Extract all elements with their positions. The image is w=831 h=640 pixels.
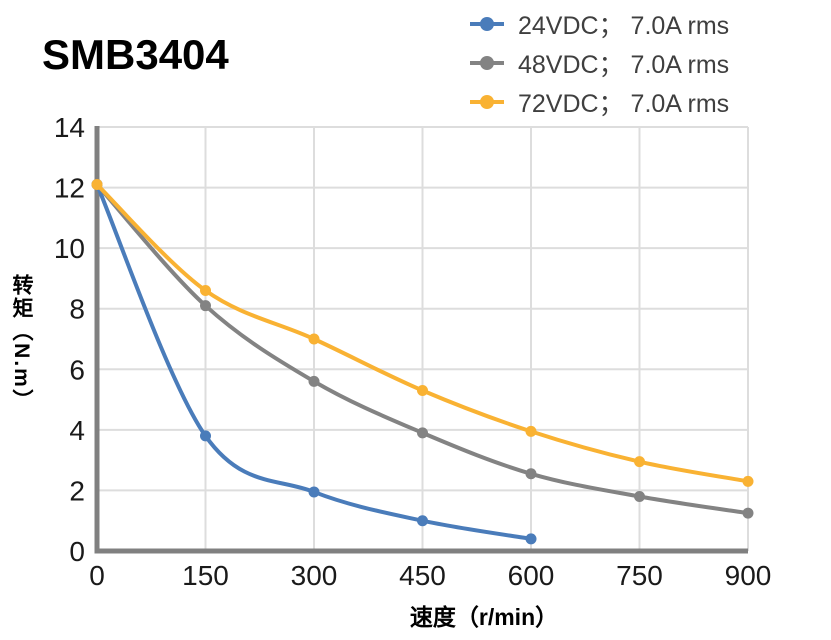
y-tick-label: 4 (69, 415, 85, 446)
legend-item-48vdc: 48VDC； 7.0A rms (470, 43, 820, 82)
chart-legend: 24VDC； 7.0A rms 48VDC； 7.0A rms 72VDC； 7… (470, 4, 820, 121)
x-tick-label: 150 (182, 560, 229, 591)
y-tick-label: 8 (69, 294, 85, 325)
axes (94, 126, 748, 554)
data-point-marker (525, 468, 537, 480)
data-point-marker (742, 475, 754, 487)
data-point-marker (308, 375, 320, 387)
x-axis-title: 速度（r/min） (409, 604, 559, 630)
x-tick-label: 450 (399, 560, 446, 591)
y-tick-label: 2 (69, 475, 85, 506)
legend-marker-icon (470, 94, 504, 109)
series-line (95, 182, 533, 541)
y-tick-label: 14 (54, 112, 85, 143)
data-point-marker (200, 285, 211, 297)
series-2 (91, 179, 754, 487)
data-point-marker (417, 384, 428, 396)
data-point-marker (634, 456, 645, 468)
data-point-marker (200, 300, 211, 312)
data-point-marker (308, 486, 320, 498)
legend-label: 24VDC； 7.0A rms (518, 11, 730, 40)
legend-label: 72VDC； 7.0A rms (518, 89, 730, 118)
x-tick-label: 900 (725, 560, 772, 591)
data-point-marker (91, 179, 103, 191)
tick-labels: 0 150 300 450 600 750 900 0 2 4 6 8 10 12 14 (54, 112, 772, 591)
data-point-marker (742, 507, 754, 519)
data-point-marker (525, 533, 537, 545)
x-tick-label: 0 (89, 560, 105, 591)
page-title: SMB3404 (42, 31, 229, 78)
y-axis-title: 转矩（N.m） (10, 274, 33, 412)
data-point-marker (525, 425, 537, 437)
legend-item-72vdc: 72VDC； 7.0A rms (470, 82, 820, 121)
data-point-marker (308, 333, 320, 345)
y-tick-label: 12 (54, 173, 85, 204)
x-tick-label: 750 (616, 560, 663, 591)
y-tick-label: 6 (69, 354, 85, 385)
data-point-marker (200, 430, 211, 442)
data-point-marker (417, 427, 428, 439)
legend-item-24vdc: 24VDC； 7.0A rms (470, 4, 820, 43)
y-tick-label: 0 (69, 536, 85, 567)
y-tick-label: 10 (54, 233, 85, 264)
legend-marker-icon (470, 16, 504, 31)
legend-marker-icon (470, 55, 504, 70)
x-tick-label: 300 (291, 560, 338, 591)
data-point-marker (634, 490, 645, 502)
x-tick-label: 600 (508, 560, 555, 591)
gridlines (97, 126, 749, 551)
legend-label: 48VDC； 7.0A rms (518, 50, 730, 79)
data-point-marker (417, 515, 428, 527)
